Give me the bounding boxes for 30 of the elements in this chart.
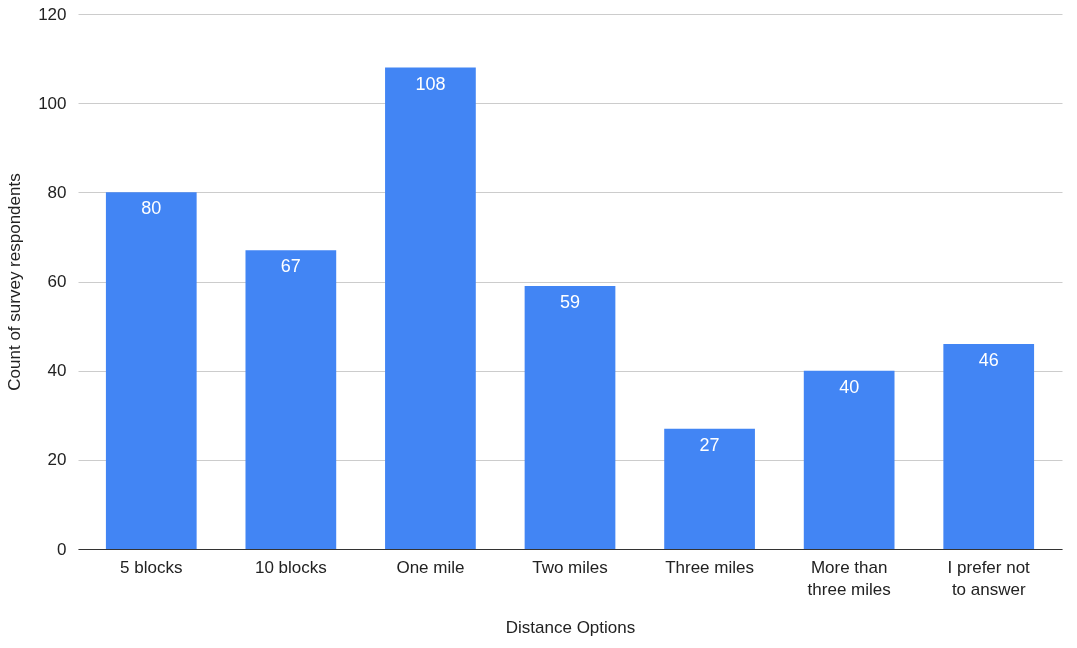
- bar: [803, 370, 895, 549]
- bar: [524, 285, 616, 549]
- x-tick-label: More than three miles: [807, 557, 891, 599]
- data-label: 46: [978, 349, 999, 370]
- data-label: 108: [415, 73, 446, 94]
- x-axis-title: Distance Options: [505, 617, 636, 637]
- y-axis-title: Count of survey respondents: [5, 173, 25, 391]
- bar: [664, 428, 755, 549]
- y-tick-label: 0: [57, 539, 67, 559]
- bar: [385, 67, 476, 549]
- y-tick-label: 120: [38, 4, 67, 24]
- x-tick-label: I prefer not to answer: [947, 557, 1031, 599]
- y-tick-label: 80: [47, 182, 67, 202]
- data-label: 80: [141, 198, 162, 219]
- data-label: 40: [839, 376, 860, 397]
- x-tick-label: 10 blocks: [254, 557, 327, 577]
- bar: [943, 343, 1035, 549]
- y-tick-label: 20: [47, 450, 67, 470]
- y-tick-label: 100: [38, 93, 67, 113]
- bar: [245, 250, 337, 549]
- x-tick-label: 5 blocks: [120, 557, 183, 577]
- y-tick-label: 60: [47, 272, 67, 291]
- x-tick-label: Two miles: [532, 557, 608, 577]
- data-label: 59: [559, 291, 581, 312]
- x-tick-label: One mile: [396, 557, 465, 577]
- y-tick-label: 40: [47, 361, 67, 381]
- bar: [105, 192, 197, 549]
- data-label: 67: [280, 256, 301, 277]
- x-tick-label: Three miles: [665, 557, 754, 577]
- data-label: 27: [699, 434, 720, 455]
